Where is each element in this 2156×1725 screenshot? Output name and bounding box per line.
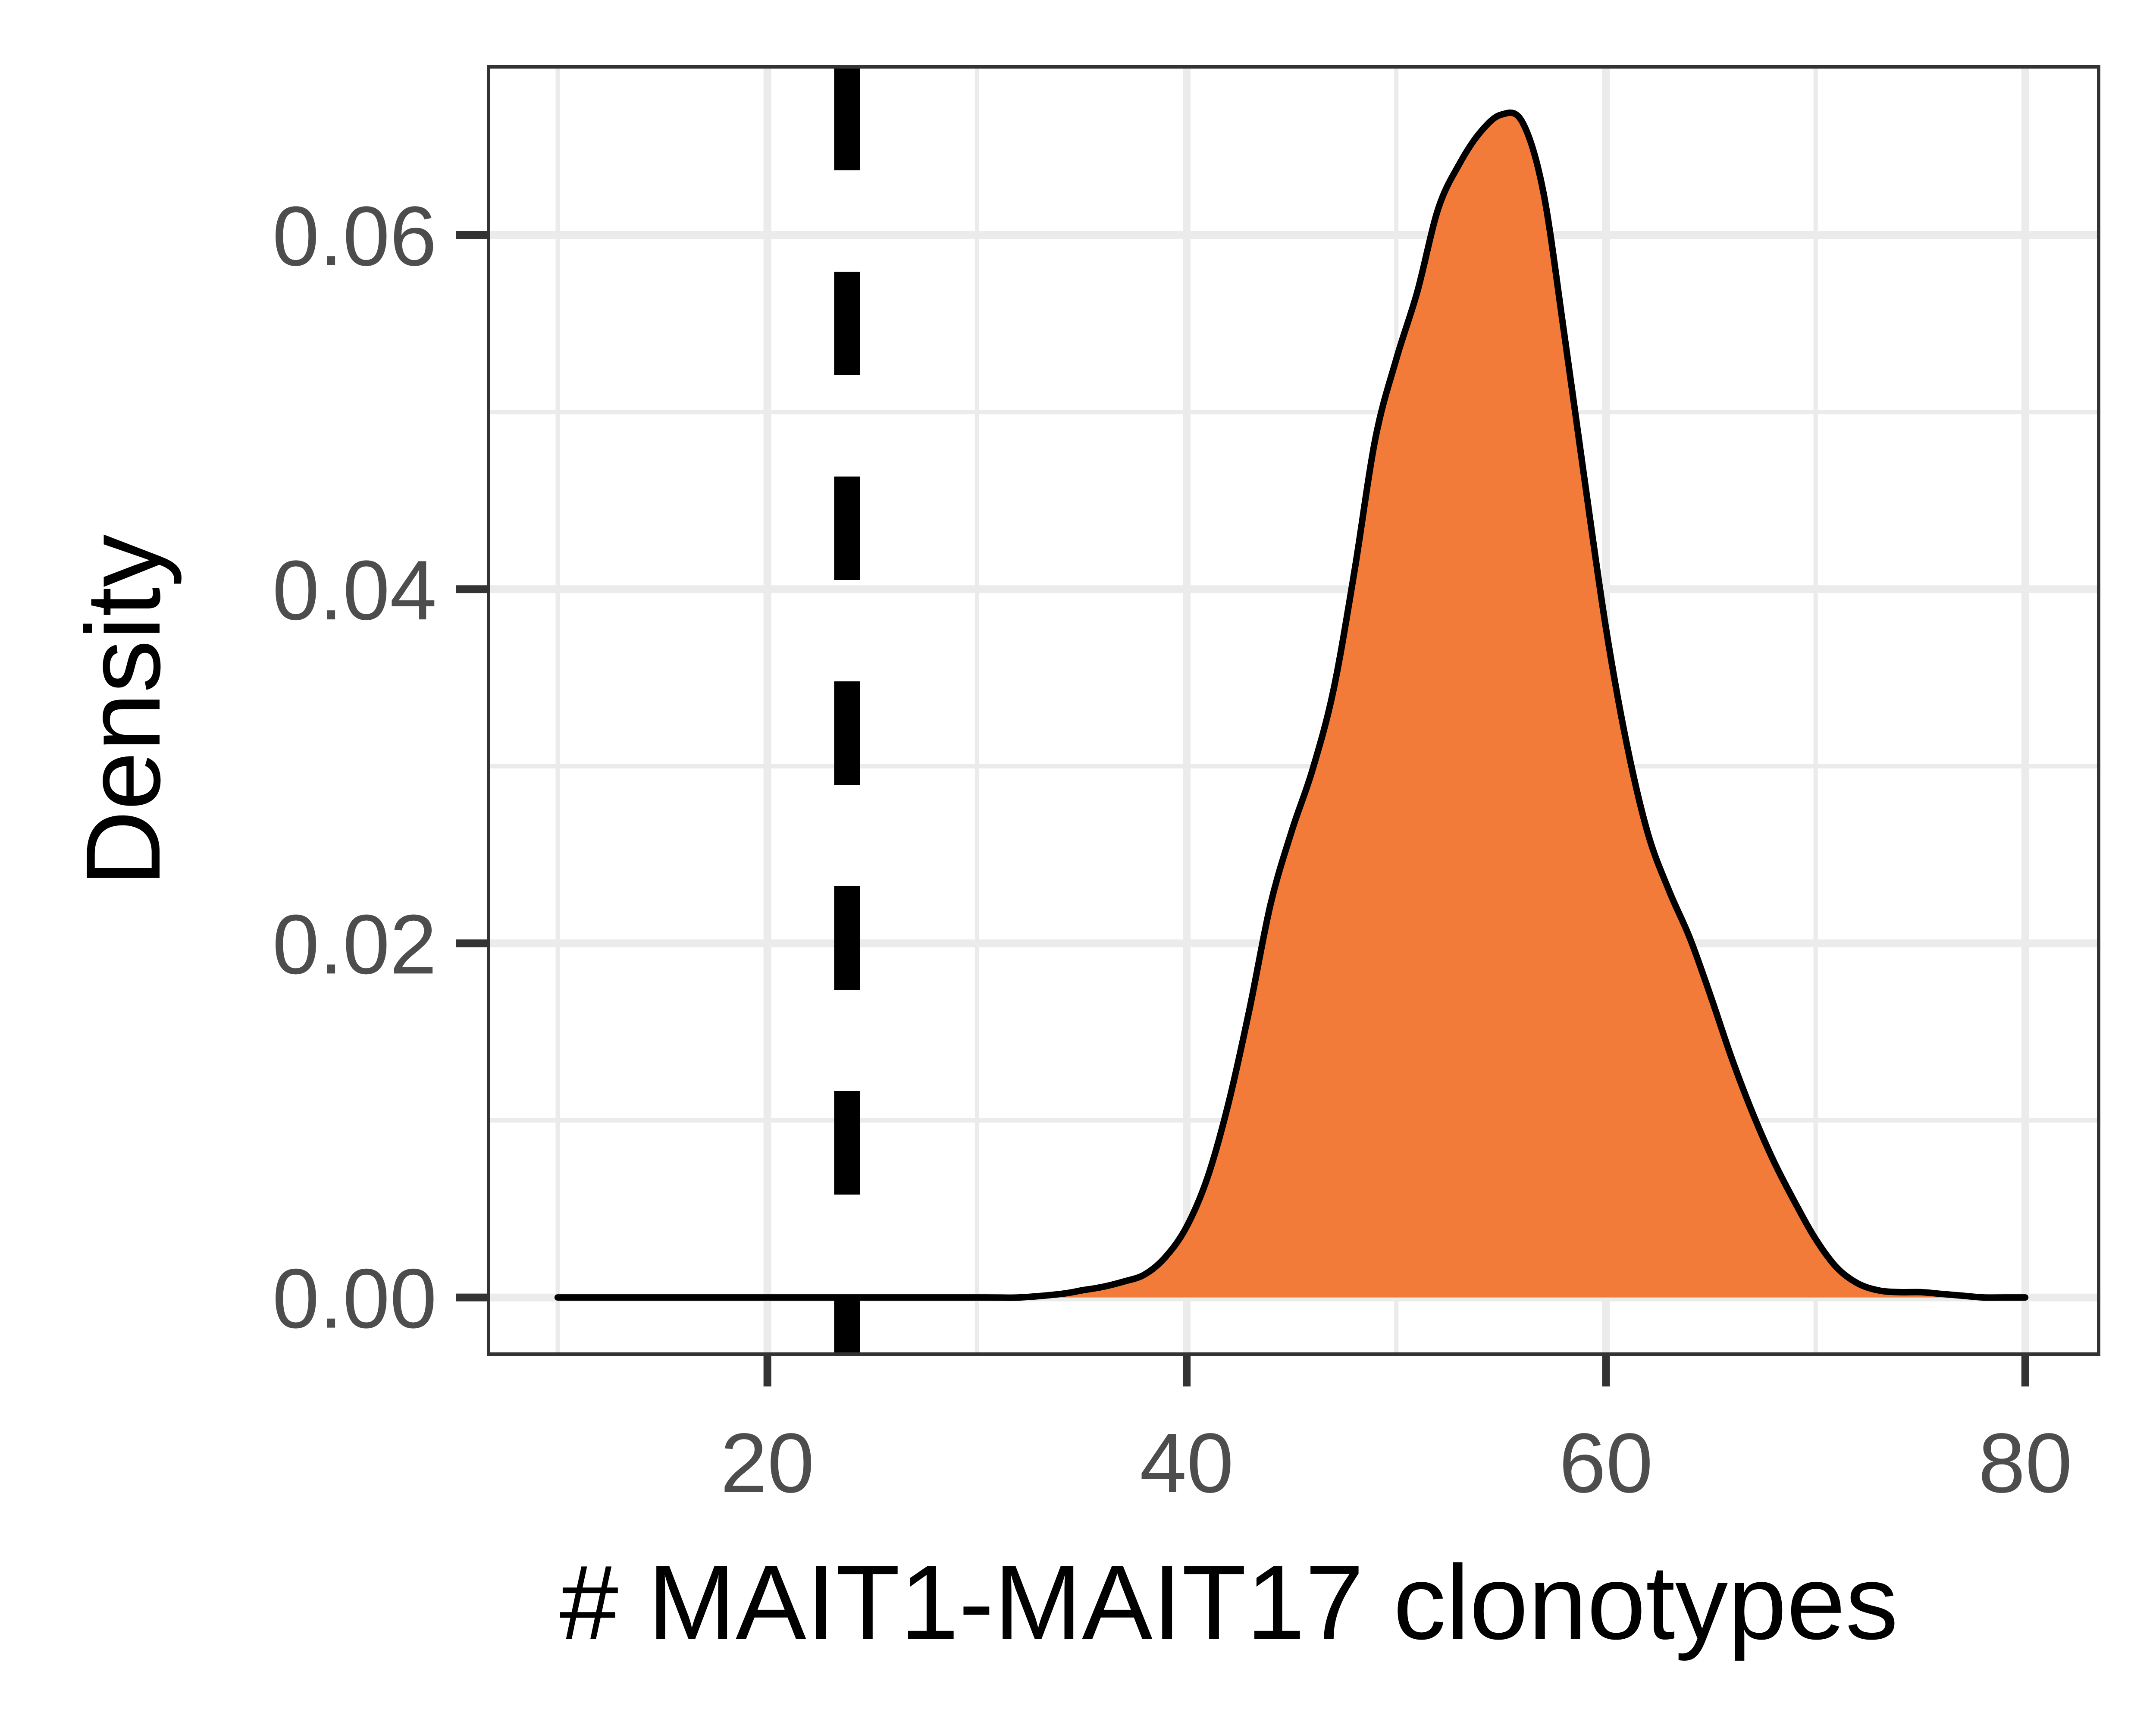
plot-panel xyxy=(487,65,2100,1356)
y-tick-label: 0.06 xyxy=(273,189,437,283)
x-tick-label: 80 xyxy=(1978,1416,2072,1510)
x-tick-label: 40 xyxy=(1140,1416,1234,1510)
x-axis: 20 40 60 80 xyxy=(721,1354,2072,1510)
y-axis-title: Density xyxy=(64,534,182,887)
density-area xyxy=(558,113,2025,1298)
y-axis: 0.00 0.02 0.04 0.06 xyxy=(273,189,489,1346)
panel-border xyxy=(487,65,2100,1356)
density-line xyxy=(554,109,2029,1301)
y-tick-label: 0.04 xyxy=(273,543,437,637)
x-tick-label: 20 xyxy=(721,1416,815,1510)
x-axis-title: # MAIT1-MAIT17 clonotypes xyxy=(560,1543,1899,1661)
y-tick-label: 0.02 xyxy=(273,897,437,991)
y-tick-label: 0.00 xyxy=(273,1251,437,1346)
x-tick-label: 60 xyxy=(1559,1416,1653,1510)
